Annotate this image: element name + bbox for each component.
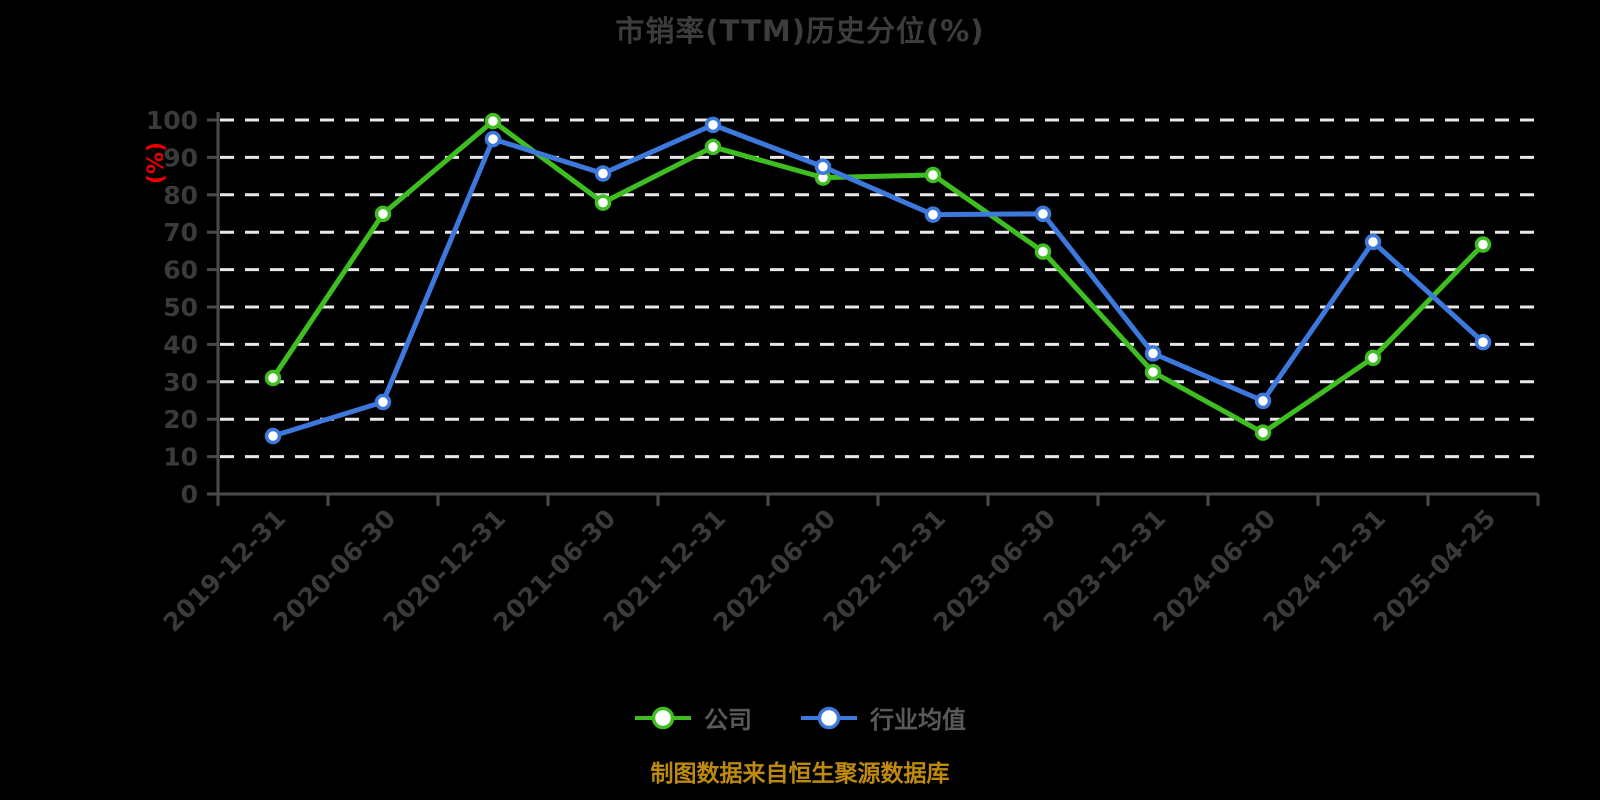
legend-item-industry-average[interactable]: 行业均值 xyxy=(800,700,966,735)
company-legend-marker-icon xyxy=(635,706,691,729)
company-data-point-2024-06-30[interactable] xyxy=(1254,424,1272,441)
company-series xyxy=(264,112,1492,441)
company-data-point-2025-04-25[interactable] xyxy=(1474,236,1492,253)
legend-label-company: 公司 xyxy=(704,706,752,734)
industry-average-data-point-2022-12-31[interactable] xyxy=(924,206,942,223)
industry-average-data-point-2025-04-25[interactable] xyxy=(1474,333,1492,351)
industry-average-series-line xyxy=(270,122,1486,439)
y-tick-label: 0 xyxy=(181,480,198,509)
y-tick-label: 100 xyxy=(146,106,198,135)
legend-item-company[interactable]: 公司 xyxy=(634,700,752,735)
company-series-line xyxy=(270,118,1486,436)
y-tick-label: 80 xyxy=(163,181,198,210)
industry-average-series xyxy=(264,116,1492,445)
y-tick-label: 90 xyxy=(163,143,198,172)
company-data-point-2022-12-31[interactable] xyxy=(924,166,942,184)
company-data-point-2019-12-31[interactable] xyxy=(264,369,282,387)
industry-average-data-point-2021-06-30[interactable] xyxy=(594,165,612,182)
y-axis-unit-label: (%) xyxy=(144,142,169,184)
industry-average-data-point-2023-12-31[interactable] xyxy=(1144,345,1162,362)
company-data-point-2024-12-31[interactable] xyxy=(1364,349,1382,367)
y-tick-label: 40 xyxy=(163,330,198,359)
y-tick-label: 30 xyxy=(163,368,198,397)
y-axis-tick-labels: 0 10 20 30 40 50 60 70 80 90 100 xyxy=(146,106,198,509)
industry-average-data-point-2024-12-31[interactable] xyxy=(1364,233,1382,251)
industry-average-data-point-2024-06-30[interactable] xyxy=(1254,392,1272,410)
company-data-point-2021-06-30[interactable] xyxy=(594,194,612,211)
industry-average-data-point-2020-06-30[interactable] xyxy=(374,393,392,411)
axes xyxy=(207,112,1540,506)
legend-label-industry-average: 行业均值 xyxy=(870,706,966,734)
chart-title: 市销率(TTM)历史分位(%) xyxy=(615,14,985,48)
y-tick-label: 70 xyxy=(163,218,198,247)
y-tick-label: 50 xyxy=(163,293,198,322)
y-tick-label: 10 xyxy=(163,443,198,472)
y-tick-label: 20 xyxy=(163,405,198,434)
industry-average-data-point-2021-12-31[interactable] xyxy=(704,116,722,134)
gridlines xyxy=(220,118,1538,459)
legend: 公司 行业均值 xyxy=(0,700,1600,735)
company-data-point-2021-12-31[interactable] xyxy=(704,138,722,156)
industry-average-legend-marker-icon xyxy=(801,706,857,729)
industry-average-data-point-2022-06-30[interactable] xyxy=(814,158,832,175)
industry-average-data-point-2019-12-31[interactable] xyxy=(264,427,282,445)
company-data-point-2020-06-30[interactable] xyxy=(374,205,392,223)
company-data-point-2023-12-31[interactable] xyxy=(1144,363,1162,381)
industry-average-data-point-2020-12-31[interactable] xyxy=(484,130,502,148)
industry-average-data-point-2023-06-30[interactable] xyxy=(1034,205,1052,223)
x-axis-tick-labels: 2019-12-312020-06-302020-12-312021-06-30… xyxy=(158,504,1502,638)
company-data-point-2023-06-30[interactable] xyxy=(1034,243,1052,260)
data-source-note: 制图数据来自恒生聚源数据库 xyxy=(650,761,950,787)
company-data-point-2020-12-31[interactable] xyxy=(484,112,502,130)
y-tick-label: 60 xyxy=(163,256,198,285)
